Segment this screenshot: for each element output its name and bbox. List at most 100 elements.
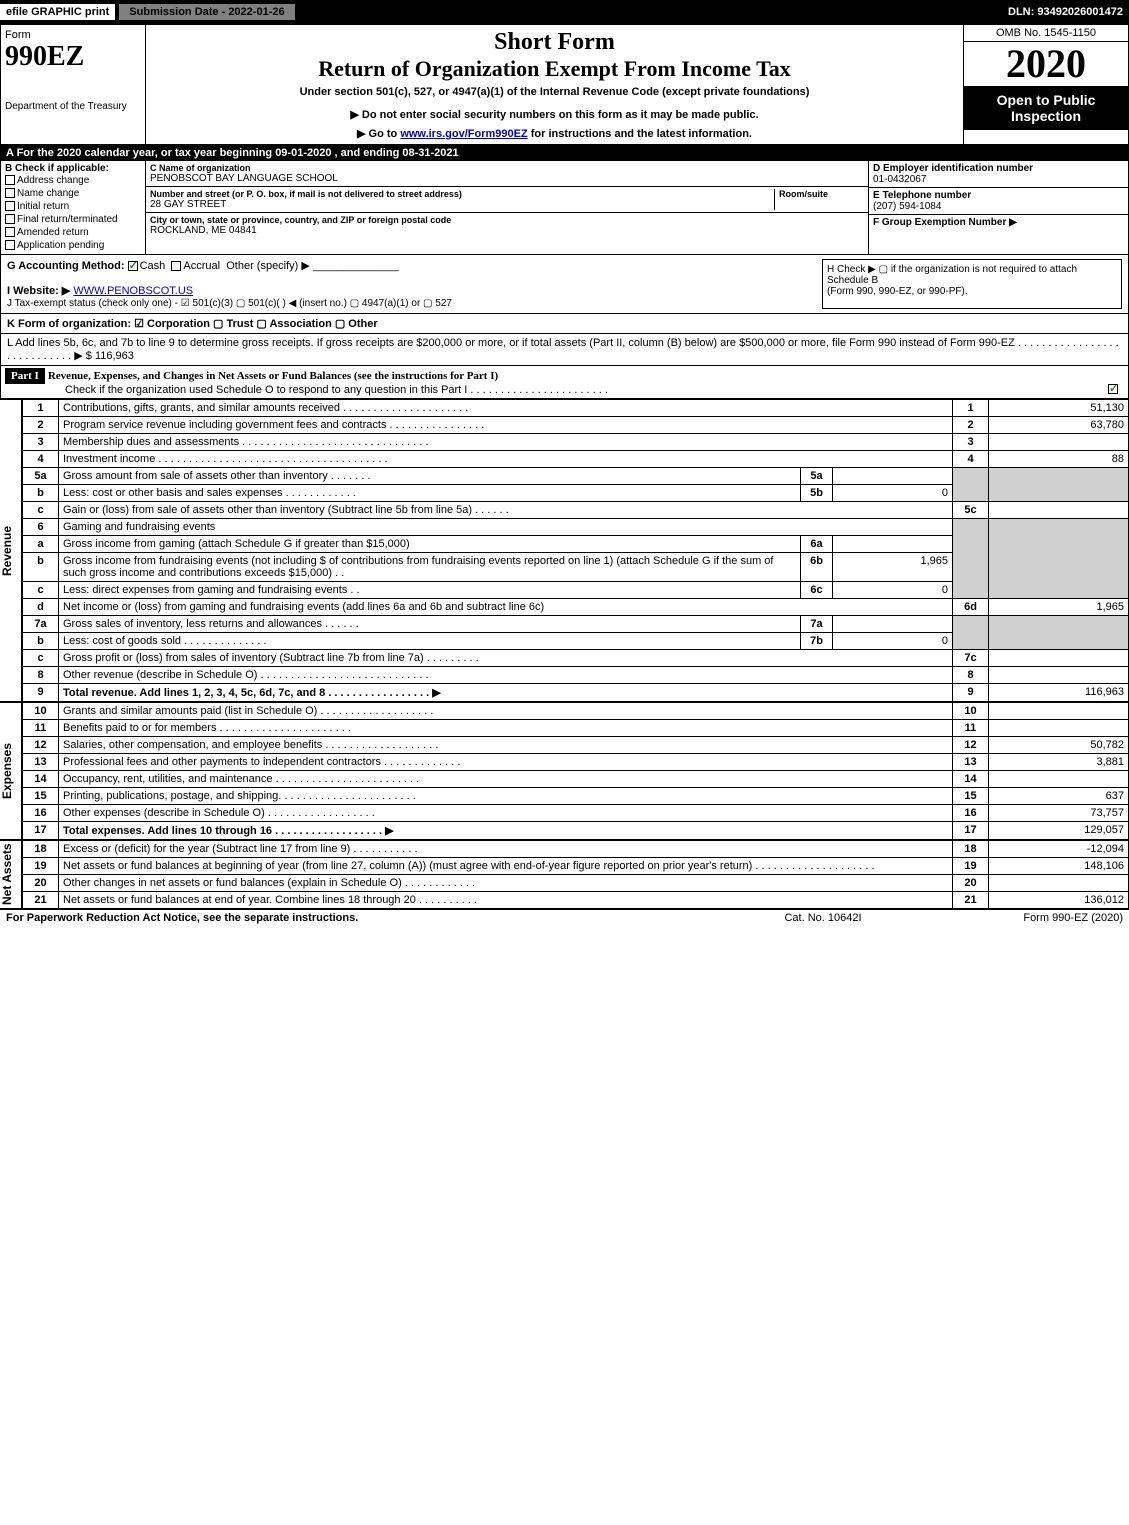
- expenses-section: Expenses 10Grants and similar amounts pa…: [0, 702, 1129, 840]
- block-l: L Add lines 5b, 6c, and 7b to line 9 to …: [0, 334, 1129, 366]
- form-title: Return of Organization Exempt From Incom…: [150, 56, 959, 82]
- line-8: 8Other revenue (describe in Schedule O) …: [23, 667, 1129, 684]
- chk-initial-return[interactable]: Initial return: [5, 200, 141, 213]
- line-4: 4Investment income . . . . . . . . . . .…: [23, 451, 1129, 468]
- form-header: Form 990EZ Department of the Treasury Sh…: [0, 24, 1129, 145]
- line-19: 19Net assets or fund balances at beginni…: [23, 858, 1129, 875]
- city-label: City or town, state or province, country…: [150, 215, 864, 225]
- netassets-vertical-label: Net Assets: [0, 840, 22, 909]
- expenses-vertical-label: Expenses: [0, 702, 22, 840]
- chk-accrual[interactable]: [171, 261, 181, 271]
- chk-cash[interactable]: [128, 261, 138, 271]
- line-18: 18Excess or (deficit) for the year (Subt…: [23, 841, 1129, 858]
- header-left: Form 990EZ Department of the Treasury: [1, 25, 146, 144]
- ein-value: 01-0432067: [873, 174, 926, 185]
- part-i-tag: Part I: [5, 368, 45, 384]
- line-11: 11Benefits paid to or for members . . . …: [23, 720, 1129, 737]
- line-20: 20Other changes in net assets or fund ba…: [23, 875, 1129, 892]
- line-17: 17Total expenses. Add lines 10 through 1…: [23, 822, 1129, 840]
- line-21: 21Net assets or fund balances at end of …: [23, 892, 1129, 909]
- h-text1: H Check ▶ ▢ if the organization is not r…: [827, 264, 1117, 286]
- k-line: K Form of organization: ☑ Corporation ▢ …: [7, 318, 378, 330]
- block-b: B Check if applicable: Address change Na…: [1, 161, 146, 254]
- g-label: G Accounting Method:: [7, 260, 125, 272]
- form-subtitle: Under section 501(c), 527, or 4947(a)(1)…: [150, 86, 959, 98]
- revenue-table: 1Contributions, gifts, grants, and simil…: [22, 399, 1129, 702]
- address-row: Number and street (or P. O. box, if mail…: [146, 187, 868, 213]
- dln: DLN: 93492026001472: [1008, 6, 1129, 18]
- line-9: 9Total revenue. Add lines 1, 2, 3, 4, 5c…: [23, 684, 1129, 702]
- org-name-row: C Name of organization PENOBSCOT BAY LAN…: [146, 161, 868, 187]
- group-exemption-row: F Group Exemption Number ▶: [869, 215, 1128, 230]
- part-i-title: Revenue, Expenses, and Changes in Net As…: [48, 370, 498, 382]
- chk-address-change[interactable]: Address change: [5, 174, 141, 187]
- line-3: 3Membership dues and assessments . . . .…: [23, 434, 1129, 451]
- top-bar: efile GRAPHIC print Submission Date - 20…: [0, 0, 1129, 24]
- city-row: City or town, state or province, country…: [146, 213, 868, 238]
- goto-pre: ▶ Go to: [357, 128, 400, 140]
- line-16: 16Other expenses (describe in Schedule O…: [23, 805, 1129, 822]
- tax-period: A For the 2020 calendar year, or tax yea…: [0, 145, 1129, 161]
- block-b-title: B Check if applicable:: [5, 163, 141, 174]
- group-exemption-label: F Group Exemption Number ▶: [873, 217, 1017, 228]
- open-to-public: Open to Public Inspection: [964, 86, 1128, 130]
- block-g: G Accounting Method: Cash Accrual Other …: [7, 259, 822, 309]
- header-right: OMB No. 1545-1150 2020 Open to Public In…: [963, 25, 1128, 144]
- part-i-header: Part I Revenue, Expenses, and Changes in…: [0, 366, 1129, 399]
- efile-label: efile GRAPHIC print: [0, 4, 115, 20]
- line-1: 1Contributions, gifts, grants, and simil…: [23, 400, 1129, 417]
- block-h: H Check ▶ ▢ if the organization is not r…: [822, 259, 1122, 309]
- line-15: 15Printing, publications, postage, and s…: [23, 788, 1129, 805]
- j-line: J Tax-exempt status (check only one) - ☑…: [7, 298, 452, 309]
- phone-row: E Telephone number (207) 594-1084: [869, 188, 1128, 215]
- net-assets-section: Net Assets 18Excess or (deficit) for the…: [0, 840, 1129, 909]
- line-6: 6Gaming and fundraising events: [23, 519, 1129, 536]
- header-center: Short Form Return of Organization Exempt…: [146, 25, 963, 144]
- page-footer: For Paperwork Reduction Act Notice, see …: [0, 909, 1129, 926]
- ssn-note: ▶ Do not enter social security numbers o…: [150, 108, 959, 121]
- short-form-title: Short Form: [150, 29, 959, 56]
- part-i-schedule-o-check[interactable]: [1108, 384, 1118, 394]
- chk-name-change[interactable]: Name change: [5, 187, 141, 200]
- goto-post: for instructions and the latest informat…: [528, 128, 752, 140]
- submission-date: Submission Date - 2022-01-26: [119, 4, 294, 20]
- street-address: 28 GAY STREET: [150, 199, 774, 210]
- line-7c: cGross profit or (loss) from sales of in…: [23, 650, 1129, 667]
- netassets-table: 18Excess or (deficit) for the year (Subt…: [22, 840, 1129, 909]
- omb-number: OMB No. 1545-1150: [964, 25, 1128, 42]
- phone-label: E Telephone number: [873, 190, 971, 201]
- i-label: I Website: ▶: [7, 285, 70, 297]
- chk-final-return[interactable]: Final return/terminated: [5, 213, 141, 226]
- line-12: 12Salaries, other compensation, and empl…: [23, 737, 1129, 754]
- block-gh: G Accounting Method: Cash Accrual Other …: [0, 255, 1129, 314]
- goto-note: ▶ Go to www.irs.gov/Form990EZ for instru…: [150, 127, 959, 140]
- revenue-section: Revenue 1Contributions, gifts, grants, a…: [0, 399, 1129, 702]
- entity-block: B Check if applicable: Address change Na…: [0, 161, 1129, 255]
- city-state-zip: ROCKLAND, ME 04841: [150, 225, 864, 236]
- catalog-number: Cat. No. 10642I: [723, 912, 923, 924]
- form-number: 990EZ: [5, 41, 141, 73]
- line-13: 13Professional fees and other payments t…: [23, 754, 1129, 771]
- line-6d: dNet income or (loss) from gaming and fu…: [23, 599, 1129, 616]
- chk-amended[interactable]: Amended return: [5, 226, 141, 239]
- chk-app-pending[interactable]: Application pending: [5, 239, 141, 252]
- block-c: C Name of organization PENOBSCOT BAY LAN…: [146, 161, 868, 254]
- org-name-label: C Name of organization: [150, 163, 864, 173]
- expenses-table: 10Grants and similar amounts paid (list …: [22, 702, 1129, 840]
- l-amount: 116,963: [95, 350, 134, 362]
- line-14: 14Occupancy, rent, utilities, and mainte…: [23, 771, 1129, 788]
- website-link[interactable]: WWW.PENOBSCOT.US: [73, 285, 193, 297]
- phone-value: (207) 594-1084: [873, 201, 941, 212]
- block-k: K Form of organization: ☑ Corporation ▢ …: [0, 314, 1129, 334]
- tax-year: 2020: [964, 42, 1128, 86]
- line-7a: 7aGross sales of inventory, less returns…: [23, 616, 1129, 633]
- line-5c: cGain or (loss) from sale of assets othe…: [23, 502, 1129, 519]
- line-5a: 5aGross amount from sale of assets other…: [23, 468, 1129, 485]
- h-text2: (Form 990, 990-EZ, or 990-PF).: [827, 286, 1117, 297]
- irs-link[interactable]: www.irs.gov/Form990EZ: [400, 128, 527, 140]
- room-label: Room/suite: [779, 189, 864, 199]
- ein-row: D Employer identification number 01-0432…: [869, 161, 1128, 188]
- line-2: 2Program service revenue including gover…: [23, 417, 1129, 434]
- department: Department of the Treasury: [5, 101, 141, 112]
- revenue-vertical-label: Revenue: [0, 399, 22, 702]
